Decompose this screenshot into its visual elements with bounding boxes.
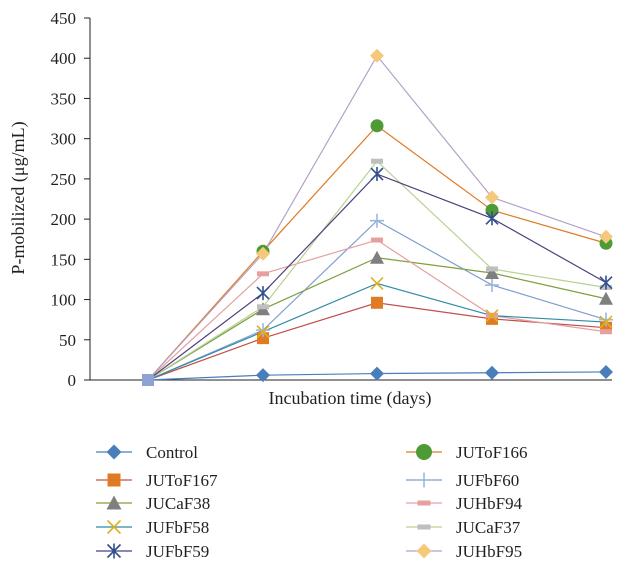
legend-marker-juhbf95 [416, 543, 432, 559]
y-tick-label: 300 [51, 130, 77, 149]
legend-marker-juhbf94 [417, 500, 431, 506]
y-tick-label: 250 [51, 170, 77, 189]
data-point-jufbf60 [599, 312, 613, 327]
data-point-jufbf58 [370, 276, 384, 291]
legend-label-control: Control [146, 443, 198, 462]
data-point-juhbf95 [599, 229, 613, 244]
series-line-jufbf59 [147, 173, 607, 381]
data-point-jucaf38 [485, 266, 499, 280]
data-point-jufbf60 [256, 323, 270, 338]
legend: Control JUToF166 JUToF167 JUFbF60 JUCaF38 JUH… [96, 443, 528, 561]
y-tick-label: 450 [51, 9, 77, 28]
data-point-jufbf59 [599, 275, 613, 290]
legend-marker-jufbf59 [106, 543, 122, 559]
data-point-jufbf60 [370, 213, 384, 228]
legend-marker-jufbf58 [106, 519, 122, 535]
data-point-jufbf58 [485, 309, 499, 323]
y-tick-label: 400 [51, 49, 77, 68]
data-point-jucaf38 [599, 291, 613, 305]
data-point-jutof166 [485, 203, 499, 217]
y-tick-label: 0 [68, 371, 77, 390]
legend-marker-jucaf37 [417, 524, 431, 530]
legend-label-juhbf95: JUHbF95 [456, 542, 522, 561]
y-tick-label: 150 [51, 250, 77, 269]
data-point-jufbf59 [485, 211, 499, 226]
legend-label-jutof166: JUToF166 [456, 443, 528, 462]
legend-label-juhbf94: JUHbF94 [456, 494, 523, 513]
data-point-jufbf59 [370, 167, 384, 182]
y-tick-label: 100 [51, 291, 77, 310]
data-point-control [370, 366, 384, 381]
data-point-control [485, 365, 499, 380]
data-point-jutof167 [371, 296, 383, 309]
legend-label-jucaf38: JUCaF38 [146, 494, 210, 513]
series-markers [142, 48, 613, 386]
y-tick-label: 350 [51, 89, 77, 108]
axes [89, 18, 612, 381]
data-point-jucaf38 [370, 250, 384, 264]
x-axis-title: Incubation time (days) [269, 388, 432, 409]
data-point-juhbf94 [600, 329, 612, 335]
y-tick-label: 200 [51, 210, 77, 229]
data-point-jutof166 [370, 119, 384, 133]
data-point-control [599, 364, 613, 379]
data-point-juhbf95 [485, 190, 499, 205]
data-point-juhbf95 [370, 48, 384, 63]
y-tick-label: 50 [59, 331, 76, 350]
legend-marker-jutof167 [107, 473, 121, 487]
legend-label-jufbf59: JUFbF59 [146, 542, 209, 561]
data-point-jufbf58 [256, 325, 270, 339]
legend-label-jufbf58: JUFbF58 [146, 518, 209, 537]
legend-label-jufbf60: JUFbF60 [456, 471, 519, 490]
legend-marker-control [106, 444, 122, 460]
legend-label-jucaf37: JUCaF37 [456, 518, 521, 537]
data-point-juhbf95 [256, 246, 270, 261]
data-point-juhbf94 [257, 271, 269, 277]
legend-marker-jucaf38 [106, 495, 122, 510]
data-point-juhbf95 [142, 374, 154, 386]
data-point-jucaf37 [257, 304, 269, 310]
data-point-jufbf60 [485, 278, 499, 293]
data-point-juhbf94 [371, 237, 383, 243]
data-point-jucaf37 [486, 266, 498, 272]
legend-marker-jutof166 [416, 444, 432, 460]
data-point-control [256, 368, 270, 383]
data-point-jufbf58 [599, 315, 613, 329]
data-point-jucaf37 [371, 158, 383, 164]
legend-marker-jufbf60 [416, 472, 432, 488]
y-axis-ticks: 0 50 100 150 200 250 300 350 400 450 [51, 9, 90, 390]
series-line-jucaf37 [147, 160, 607, 381]
legend-label-jutof167: JUToF167 [146, 471, 218, 490]
y-axis-title: P-mobilized (μg/mL) [8, 121, 29, 274]
data-point-jufbf59 [256, 286, 270, 301]
